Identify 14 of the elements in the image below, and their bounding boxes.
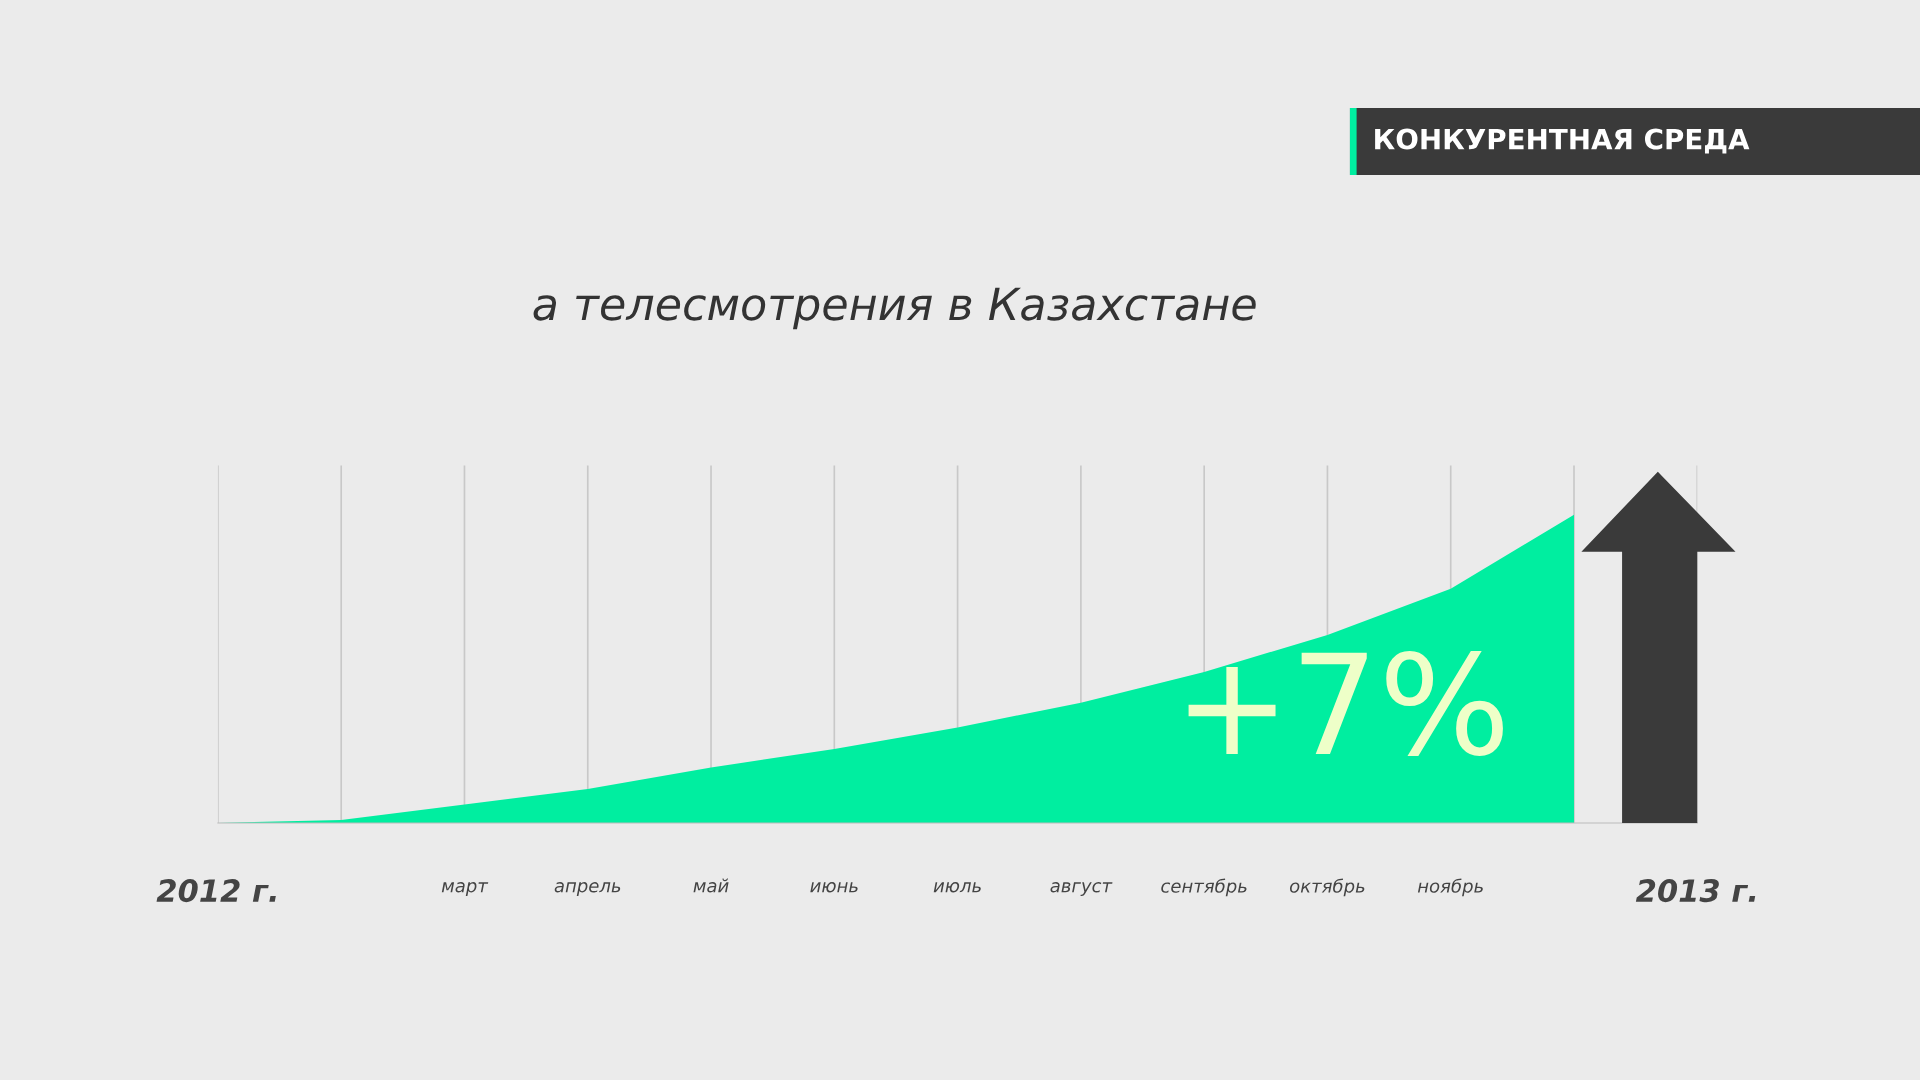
chart-subtitle: КОНКУРЕНТНАЯ СРЕДА — [1375, 128, 1750, 154]
annotation: +7% — [1188, 650, 1503, 757]
chart-title: а телесмотрения в Казахстане — [533, 287, 1256, 330]
x-tick-label: апрель — [554, 882, 621, 896]
x-tick-label: июль — [933, 882, 981, 893]
x-tick-label: 2012 г. — [156, 879, 276, 903]
x-tick-label: март — [441, 882, 489, 896]
x-tick-label: май — [693, 878, 729, 893]
x-tick-label: июнь — [810, 882, 858, 893]
x-tick-label: ноябрь — [1417, 878, 1483, 897]
x-tick-label: сентябрь — [1161, 878, 1247, 897]
x-tick-label: октябрь — [1289, 878, 1365, 897]
x-tick-label: август — [1050, 882, 1113, 896]
x-tick-label: 2013 г. — [1635, 879, 1756, 903]
